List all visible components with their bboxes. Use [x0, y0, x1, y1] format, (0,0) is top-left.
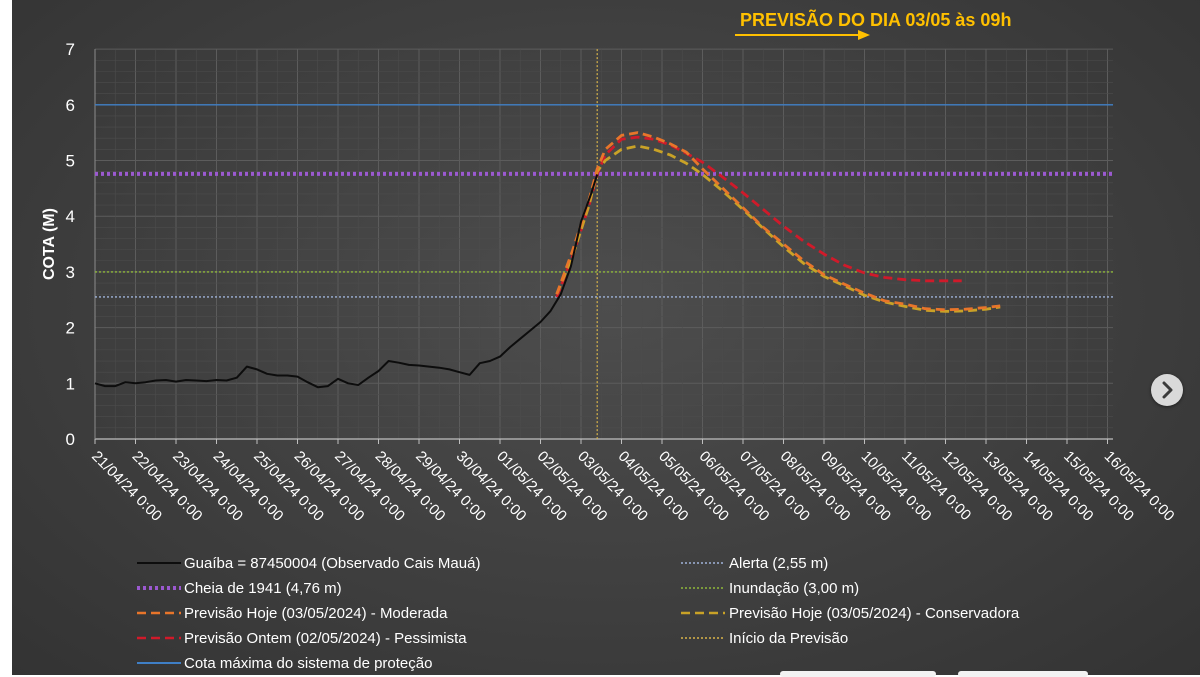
x-tick-label: 16/05/24 0:00	[1101, 448, 1178, 525]
series-line	[555, 131, 1001, 312]
y-tick-label: 6	[66, 96, 75, 115]
legend: Guaíba = 87450004 (Observado Cais Mauá) C…	[137, 555, 1020, 672]
chart-panel	[12, 0, 1200, 675]
legend-label: Início da Previsão	[729, 630, 848, 647]
y-tick-label: 3	[66, 263, 75, 282]
bottom-tab-1	[780, 671, 936, 677]
y-tick-label: 1	[66, 374, 75, 393]
series-line	[555, 135, 962, 298]
legend-label: Cheia de 1941 (4,76 m)	[184, 580, 342, 597]
y-axis-label: COTA (M)	[41, 208, 58, 280]
legend-label: Guaíba = 87450004 (Observado Cais Mauá)	[184, 555, 480, 572]
title-arrow-head	[858, 30, 870, 40]
y-tick-label: 2	[66, 319, 75, 338]
chevron-right-icon	[1162, 381, 1173, 399]
legend-label: Alerta (2,55 m)	[729, 555, 828, 572]
legend-label: Previsão Ontem (02/05/2024) - Pessimista	[184, 630, 467, 647]
series-line	[94, 174, 599, 389]
legend-label: Previsão Hoje (03/05/2024) - Moderada	[184, 605, 448, 622]
next-slide-button[interactable]	[1151, 374, 1183, 406]
y-tick-label: 5	[66, 152, 75, 171]
legend-label: Previsão Hoje (03/05/2024) - Conservador…	[729, 605, 1020, 622]
series-line	[555, 144, 1001, 313]
plot-grid	[94, 48, 1113, 440]
y-tick-label: 0	[66, 430, 75, 449]
y-tick-label: 4	[66, 207, 75, 226]
y-tick-label: 7	[66, 40, 75, 59]
legend-label: Inundação (3,00 m)	[729, 580, 859, 597]
bottom-tab-2	[958, 671, 1088, 677]
chart-title: PREVISÃO DO DIA 03/05 às 09h	[740, 9, 1011, 30]
legend-label: Cota máxima do sistema de proteção	[184, 655, 432, 672]
